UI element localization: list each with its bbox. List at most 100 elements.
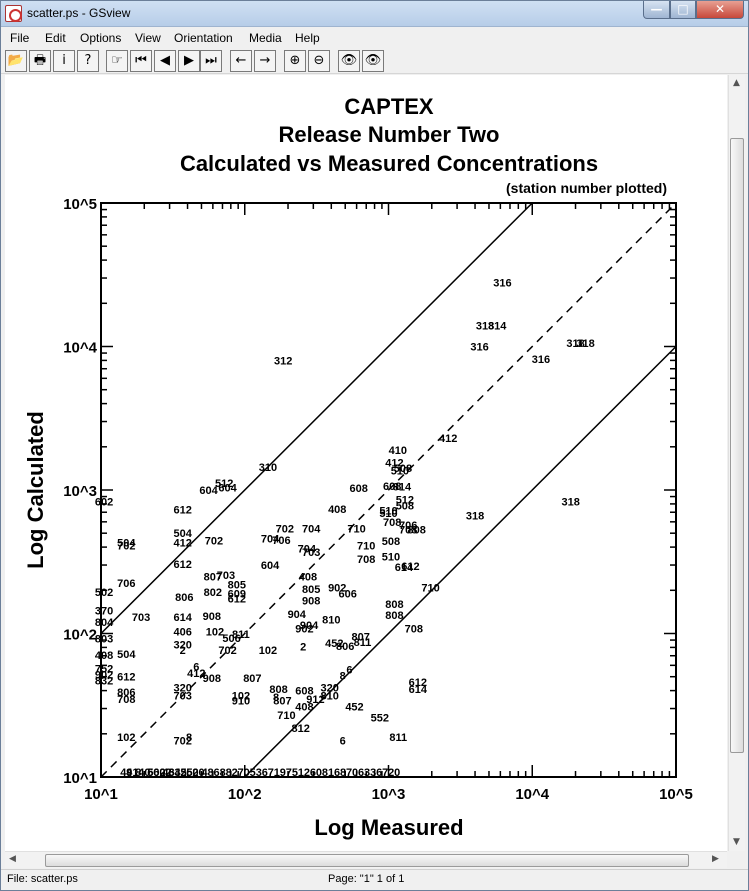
y-tick-label: 10^4 [63, 340, 97, 357]
data-point-label: 508 [396, 500, 414, 512]
baseline-point-label: 3 [364, 767, 370, 779]
data-point-label: 370 [95, 605, 113, 617]
x-tick-label: 10^1 [84, 786, 118, 803]
baseline-point-label: 25 [180, 767, 192, 779]
maximize-button[interactable]: □ [670, 1, 696, 19]
reference-lines [100, 202, 677, 778]
last-page-button[interactable]: ⏭ [200, 50, 222, 72]
data-point-label: 102 [232, 690, 250, 702]
prev-page-button[interactable]: ◀ [154, 50, 176, 72]
data-point-label: 710 [357, 541, 375, 553]
vertical-scrollbar[interactable]: ▲ ▼ [728, 75, 745, 851]
data-point-label: 706 [117, 578, 135, 590]
x-tick-label: 10^2 [228, 786, 262, 803]
menu-help[interactable]: Help [295, 31, 320, 45]
baseline-point-label: 8 [340, 767, 346, 779]
data-point-label: 412 [187, 668, 205, 680]
y-tick-label: 10^3 [63, 483, 97, 500]
goto-page-button[interactable]: ☞ [106, 50, 128, 72]
forward-button[interactable]: → [254, 50, 276, 72]
find-text-icon: 👁 [340, 53, 358, 68]
baseline-point-label: 40 [138, 767, 150, 779]
document-viewport[interactable]: CAPTEX Release Number Two Calculated vs … [5, 75, 727, 851]
data-point-label: 804 [95, 617, 114, 629]
scroll-right-icon[interactable]: ▶ [712, 854, 719, 864]
data-point-label: 708 [405, 624, 423, 636]
data-point-label: 807 [243, 673, 261, 685]
scroll-down-icon[interactable]: ▼ [733, 837, 740, 847]
data-point-label: 808 [407, 525, 425, 537]
close-button[interactable]: ✕ [696, 1, 744, 19]
menu-file[interactable]: File [10, 31, 30, 45]
menu-media[interactable]: Media [249, 31, 282, 45]
zoom-in-button[interactable]: ⊕ [284, 50, 306, 72]
title-bar[interactable]: scatter.ps - GSview — □ ✕ [1, 1, 748, 27]
horizontal-scrollbar[interactable]: ◀ ▶ [5, 851, 727, 868]
find-next-button[interactable]: 👁 [362, 50, 384, 72]
help-button[interactable]: ? [77, 50, 99, 72]
data-point-label: 412 [173, 538, 191, 550]
scatter-chart: CAPTEX Release Number Two Calculated vs … [23, 94, 693, 840]
x-axis-label: Log Measured [314, 815, 463, 840]
menu-edit[interactable]: Edit [45, 31, 66, 45]
factor-ten-line [100, 202, 533, 635]
baseline-point-label: 8 [322, 767, 328, 779]
data-point-label: 703 [132, 612, 150, 624]
baseline-point-label: 8 [208, 767, 214, 779]
baseline-point-label: 2 [304, 767, 310, 779]
status-page: Page: "1" 1 of 1 [328, 873, 405, 885]
next-page-icon: ▶ [184, 53, 194, 68]
gsview-app-icon[interactable] [5, 5, 22, 22]
data-point-label: 810 [322, 615, 340, 627]
next-page-button[interactable]: ▶ [178, 50, 200, 72]
scroll-left-icon[interactable]: ◀ [9, 854, 16, 864]
baseline-point-label: 6 [214, 767, 220, 779]
data-point-label: 408 [95, 650, 113, 662]
x-tick-label: 10^4 [515, 786, 549, 803]
back-button[interactable]: ← [230, 50, 252, 72]
open-button[interactable]: 📂 [5, 50, 27, 72]
data-point-label: 910 [232, 696, 250, 708]
data-point-label: 805 [228, 579, 246, 591]
baseline-point-label: 4 [202, 767, 209, 779]
status-file: File: scatter.ps [7, 873, 78, 885]
baseline-point-label: 0 [244, 767, 250, 779]
horizontal-scroll-thumb[interactable] [45, 854, 689, 867]
baseline-point-label: 9 [280, 767, 286, 779]
data-point-label: 506 [222, 633, 240, 645]
vertical-scroll-thumb[interactable] [730, 138, 744, 753]
print-button[interactable]: 🖶 [29, 50, 51, 72]
baseline-point-label: 41 [126, 767, 138, 779]
find-text-button[interactable]: 👁 [338, 50, 360, 72]
y-tick-label: 10^5 [63, 196, 97, 213]
data-point-label: 316 [493, 277, 511, 289]
data-point-label: 502 [95, 587, 113, 599]
menu-orientation[interactable]: Orientation [174, 31, 233, 45]
status-bar: File: scatter.ps Page: "1" 1 of 1 [1, 869, 748, 890]
data-point-label: 510 [391, 465, 409, 477]
info-button[interactable]: i [53, 50, 75, 72]
scroll-up-icon[interactable]: ▲ [733, 78, 740, 88]
data-point-label: 807 [204, 571, 222, 583]
menu-view[interactable]: View [135, 31, 161, 45]
data-point-label: 612 [409, 677, 427, 689]
data-point-label: 412 [439, 433, 457, 445]
baseline-point-label: 49 [120, 767, 132, 779]
menu-options[interactable]: Options [80, 31, 122, 45]
data-point-label: 320 [173, 683, 191, 695]
zoom-in-icon: ⊕ [289, 53, 301, 68]
chart-titles: CAPTEX Release Number Two Calculated vs … [180, 94, 667, 196]
baseline-point-label: 6 [358, 767, 364, 779]
baseline-point-label: 34 [168, 767, 181, 779]
baseline-point-label: 6 [310, 767, 316, 779]
data-point-label: 912 [306, 694, 324, 706]
data-point-label: 452 [345, 701, 363, 713]
data-point-label: 702 [173, 735, 191, 747]
axis-ticks [100, 202, 677, 778]
data-point-label: 806 [336, 641, 354, 653]
first-page-button[interactable]: ⏮ [130, 50, 152, 72]
zoom-out-button[interactable]: ⊖ [308, 50, 330, 72]
baseline-point-label: 6 [376, 767, 382, 779]
baseline-point-label: 8 [226, 767, 232, 779]
minimize-button[interactable]: — [643, 1, 670, 19]
